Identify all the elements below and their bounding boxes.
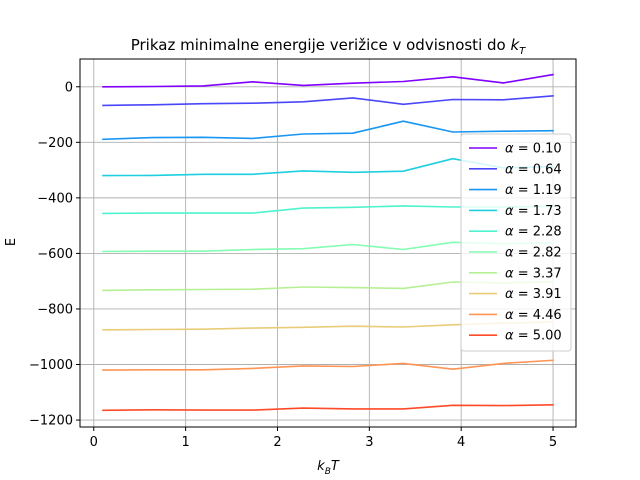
- legend-label: α = 5.00: [505, 329, 562, 344]
- legend-label: α = 0.64: [505, 162, 562, 177]
- legend: α = 0.10 α = 0.64 α = 1.19 α = 1.73 α = 2.28…: [460, 133, 572, 352]
- legend-label: α = 4.46: [505, 308, 562, 323]
- x-tick-label: 0: [90, 435, 98, 450]
- y-tick-label: 0: [65, 80, 73, 95]
- legend-label: α = 1.19: [505, 183, 562, 198]
- legend-label: α = 2.82: [505, 246, 562, 261]
- chart-title-math-sub: T: [519, 46, 526, 57]
- legend-label: α = 3.91: [505, 287, 562, 302]
- y-tick-label: −1200: [29, 414, 73, 429]
- legend-label: α = 3.37: [505, 266, 562, 281]
- x-tick-label: 5: [549, 435, 557, 450]
- y-axis-title: E: [4, 238, 19, 246]
- legend-label: α = 0.10: [505, 142, 562, 157]
- x-axis-title-tail: T: [331, 459, 340, 474]
- x-tick-label: 4: [457, 435, 465, 450]
- y-tick-label: −1000: [29, 358, 73, 373]
- y-tick-label: −600: [37, 247, 73, 262]
- legend-label: α = 1.73: [505, 204, 562, 219]
- series-line-alpha-0.10: [102, 73, 554, 88]
- chart-title-math-base: k: [510, 36, 520, 54]
- plot-frame: [79, 58, 577, 428]
- chart-title: Prikaz minimalne energije verižice v odv…: [131, 36, 526, 57]
- axes: 0 1 2 3 4 5 0 −200 −400 −600 −800 −1000 −1200: [29, 58, 577, 450]
- y-tick-label: −200: [37, 136, 73, 151]
- x-axis-title-base: k: [317, 459, 325, 474]
- y-tick-label: −400: [37, 191, 73, 206]
- series-line-alpha-5.00: [102, 403, 554, 412]
- x-tick-label: 1: [181, 435, 189, 450]
- x-axis-title: kBT: [317, 459, 340, 477]
- x-tick-label: 2: [273, 435, 281, 450]
- series-line-alpha-0.64: [102, 95, 554, 107]
- x-axis-title-sub: B: [325, 467, 331, 477]
- legend-label: α = 2.28: [505, 225, 562, 240]
- series-line-alpha-4.46: [102, 359, 554, 371]
- y-tick-label: −800: [37, 302, 73, 317]
- legend-box: [460, 133, 572, 352]
- x-tick-label: 3: [365, 435, 373, 450]
- series-line-alpha-1.19: [102, 120, 554, 141]
- chart-title-text: Prikaz minimalne energije verižice v odv…: [131, 36, 511, 54]
